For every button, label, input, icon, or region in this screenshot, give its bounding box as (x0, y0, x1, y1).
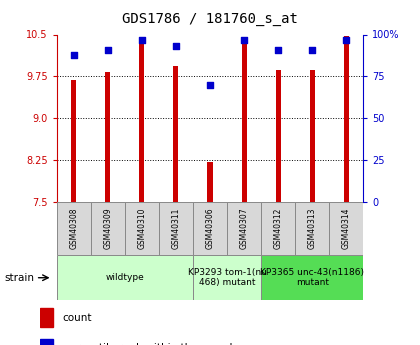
Bar (159, 202, 193, 255)
Bar (310, 70, 315, 202)
Point (309, 47, 315, 52)
Text: GDS1786 / 181760_s_at: GDS1786 / 181760_s_at (122, 12, 298, 26)
Point (173, 43, 179, 49)
Bar (276, 70, 281, 202)
Bar (139, 39, 144, 202)
Bar (329, 202, 363, 255)
Point (343, 37, 349, 42)
Text: strain: strain (4, 273, 34, 283)
Bar (344, 36, 349, 202)
Point (275, 47, 281, 52)
Bar (193, 202, 227, 255)
Bar (57, 255, 193, 300)
Bar (105, 72, 110, 202)
Bar (261, 202, 295, 255)
Text: GSM40312: GSM40312 (274, 208, 283, 249)
Bar (91, 202, 125, 255)
Text: GSM40306: GSM40306 (205, 208, 215, 249)
Text: wildtype: wildtype (105, 273, 144, 282)
Point (71, 52, 77, 57)
Text: GSM40307: GSM40307 (239, 208, 249, 249)
Bar (193, 255, 261, 300)
Point (105, 47, 111, 52)
Text: percentile rank within the sample: percentile rank within the sample (63, 343, 239, 345)
Bar (207, 162, 213, 202)
Text: KP3293 tom-1(nu
468) mutant: KP3293 tom-1(nu 468) mutant (188, 268, 266, 287)
Point (241, 37, 247, 42)
Bar (125, 202, 159, 255)
Bar (261, 255, 363, 300)
Text: count: count (63, 313, 92, 323)
Bar (71, 80, 76, 202)
Point (207, 82, 213, 87)
Point (139, 37, 145, 42)
Text: KP3365 unc-43(n1186)
mutant: KP3365 unc-43(n1186) mutant (260, 268, 364, 287)
Text: GSM40313: GSM40313 (308, 208, 317, 249)
Bar (40, 339, 53, 345)
Text: GSM40311: GSM40311 (171, 208, 181, 249)
Text: GSM40310: GSM40310 (137, 208, 146, 249)
Bar (40, 308, 53, 327)
Bar (227, 202, 261, 255)
Bar (173, 66, 178, 202)
Text: GSM40309: GSM40309 (103, 208, 112, 249)
Bar (295, 202, 329, 255)
Text: GSM40314: GSM40314 (342, 208, 351, 249)
Bar (57, 202, 91, 255)
Text: GSM40308: GSM40308 (69, 208, 78, 249)
Bar (241, 39, 247, 202)
